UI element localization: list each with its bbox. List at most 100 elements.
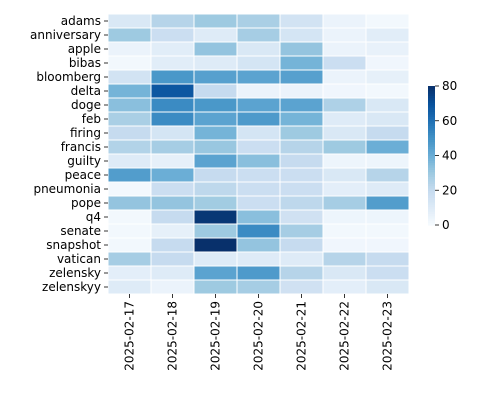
heatmap-cell-zelensky-2025-02-19 <box>193 265 238 281</box>
colorbar-segment <box>428 178 435 182</box>
heatmap-cell-adams-2025-02-19 <box>193 13 238 29</box>
colorbar-segment <box>428 174 435 177</box>
colorbar-segment <box>428 206 435 210</box>
row-label: zelenskyy <box>42 280 101 294</box>
colorbar-segment <box>428 153 435 157</box>
heatmap-cell-guilty-2025-02-23 <box>365 153 410 169</box>
heatmap-cell-apple-2025-02-18 <box>150 41 195 57</box>
colorbar-segment <box>428 185 435 189</box>
colorbar-segment <box>428 97 435 101</box>
heatmap-cell-peace-2025-02-21 <box>279 167 324 183</box>
heatmap-cell-zelenskyy-2025-02-17 <box>107 279 152 295</box>
colorbar-segment <box>428 160 435 164</box>
heatmap-cell-anniversary-2025-02-23 <box>365 27 410 43</box>
heatmap-cell-vatican-2025-02-17 <box>107 251 152 267</box>
heatmap-cell-francis-2025-02-18 <box>150 139 195 155</box>
heatmap-cell-vatican-2025-02-23 <box>365 251 410 267</box>
heatmap-cell-firing-2025-02-23 <box>365 125 410 141</box>
heatmap-cell-peace-2025-02-22 <box>322 167 367 183</box>
colorbar-segment <box>428 183 435 187</box>
heatmap-cell-feb-2025-02-19 <box>193 111 238 127</box>
heatmap-cell-doge-2025-02-20 <box>236 97 281 113</box>
heatmap-cell-snapshot-2025-02-23 <box>365 237 410 253</box>
heatmap-cell-bibas-2025-02-20 <box>236 55 281 71</box>
row-label: adams <box>61 14 101 28</box>
colorbar-segment <box>428 111 435 115</box>
heatmap-cell-q4-2025-02-23 <box>365 209 410 225</box>
heatmap-cell-bibas-2025-02-19 <box>193 55 238 71</box>
colorbar-segment <box>428 136 435 140</box>
heatmap-cell-senate-2025-02-20 <box>236 223 281 239</box>
colorbar-segment <box>428 113 435 117</box>
heatmap-cell-guilty-2025-02-22 <box>322 153 367 169</box>
row-label: q4 <box>86 210 101 224</box>
colorbar-segment <box>428 162 435 166</box>
colorbar-segment <box>428 201 435 205</box>
row-label: snapshot <box>46 238 101 252</box>
heatmap-cell-firing-2025-02-18 <box>150 125 195 141</box>
heatmap-cell-zelenskyy-2025-02-20 <box>236 279 281 295</box>
heatmap-cell-delta-2025-02-22 <box>322 83 367 99</box>
colorbar-segment <box>428 157 435 161</box>
heatmap-cell-senate-2025-02-18 <box>150 223 195 239</box>
colorbar-segment <box>428 86 435 89</box>
colorbar-segment <box>428 213 435 217</box>
heatmap-cell-doge-2025-02-17 <box>107 97 152 113</box>
heatmap-cell-firing-2025-02-21 <box>279 125 324 141</box>
colorbar-segment <box>428 104 435 108</box>
row-label: pneumonia <box>33 182 101 196</box>
colorbar-segment <box>428 109 435 113</box>
colorbar-segment <box>428 143 435 147</box>
heatmap-cell-adams-2025-02-22 <box>322 13 367 29</box>
heatmap-cell-pope-2025-02-23 <box>365 195 410 211</box>
colorbar-segment <box>428 164 435 168</box>
row-label: francis <box>61 140 101 154</box>
heatmap-cell-firing-2025-02-17 <box>107 125 152 141</box>
colorbar-segment <box>428 106 435 110</box>
heatmap-cell-apple-2025-02-19 <box>193 41 238 57</box>
heatmap-cell-zelensky-2025-02-20 <box>236 265 281 281</box>
heatmap-cell-guilty-2025-02-20 <box>236 153 281 169</box>
heatmap-cell-adams-2025-02-21 <box>279 13 324 29</box>
heatmap-cell-zelensky-2025-02-17 <box>107 265 152 281</box>
row-label: anniversary <box>30 28 101 42</box>
heatmap-cell-q4-2025-02-20 <box>236 209 281 225</box>
heatmap-cell-adams-2025-02-18 <box>150 13 195 29</box>
heatmap-cell-anniversary-2025-02-20 <box>236 27 281 43</box>
heatmap-cell-bloomberg-2025-02-19 <box>193 69 238 85</box>
colorbar-segment <box>428 141 435 145</box>
column-label: 2025-02-20 <box>252 301 266 371</box>
colorbar-segment <box>428 134 435 138</box>
heatmap-cell-delta-2025-02-23 <box>365 83 410 99</box>
colorbar-segment <box>428 215 435 219</box>
colorbar-segment <box>428 197 435 201</box>
heatmap-cell-delta-2025-02-20 <box>236 83 281 99</box>
colorbar-segment <box>428 208 435 212</box>
heatmap-cell-francis-2025-02-23 <box>365 139 410 155</box>
heatmap-cell-snapshot-2025-02-20 <box>236 237 281 253</box>
colorbar-segment <box>428 146 435 150</box>
heatmap-cell-doge-2025-02-23 <box>365 97 410 113</box>
heatmap-cell-feb-2025-02-20 <box>236 111 281 127</box>
colorbar-segment <box>428 95 435 99</box>
colorbar-tick-label: 60 <box>442 114 457 128</box>
row-label: feb <box>82 112 101 126</box>
colorbar-segment <box>428 120 435 124</box>
heatmap-cell-snapshot-2025-02-17 <box>107 237 152 253</box>
heatmap-cell-anniversary-2025-02-19 <box>193 27 238 43</box>
colorbar-segment <box>428 211 435 215</box>
heatmap-cell-senate-2025-02-23 <box>365 223 410 239</box>
colorbar-segment <box>428 176 435 180</box>
heatmap-cell-senate-2025-02-17 <box>107 223 152 239</box>
column-label: 2025-02-21 <box>295 301 309 371</box>
colorbar-tick-label: 80 <box>442 79 457 93</box>
heatmap-cell-peace-2025-02-17 <box>107 167 152 183</box>
colorbar-segment <box>428 218 435 221</box>
colorbar-segment <box>428 125 435 129</box>
heatmap-cell-feb-2025-02-17 <box>107 111 152 127</box>
heatmap-cell-guilty-2025-02-19 <box>193 153 238 169</box>
heatmap-cells <box>107 13 410 295</box>
row-label: zelensky <box>49 266 101 280</box>
heatmap-cell-q4-2025-02-17 <box>107 209 152 225</box>
heatmap-cell-francis-2025-02-19 <box>193 139 238 155</box>
